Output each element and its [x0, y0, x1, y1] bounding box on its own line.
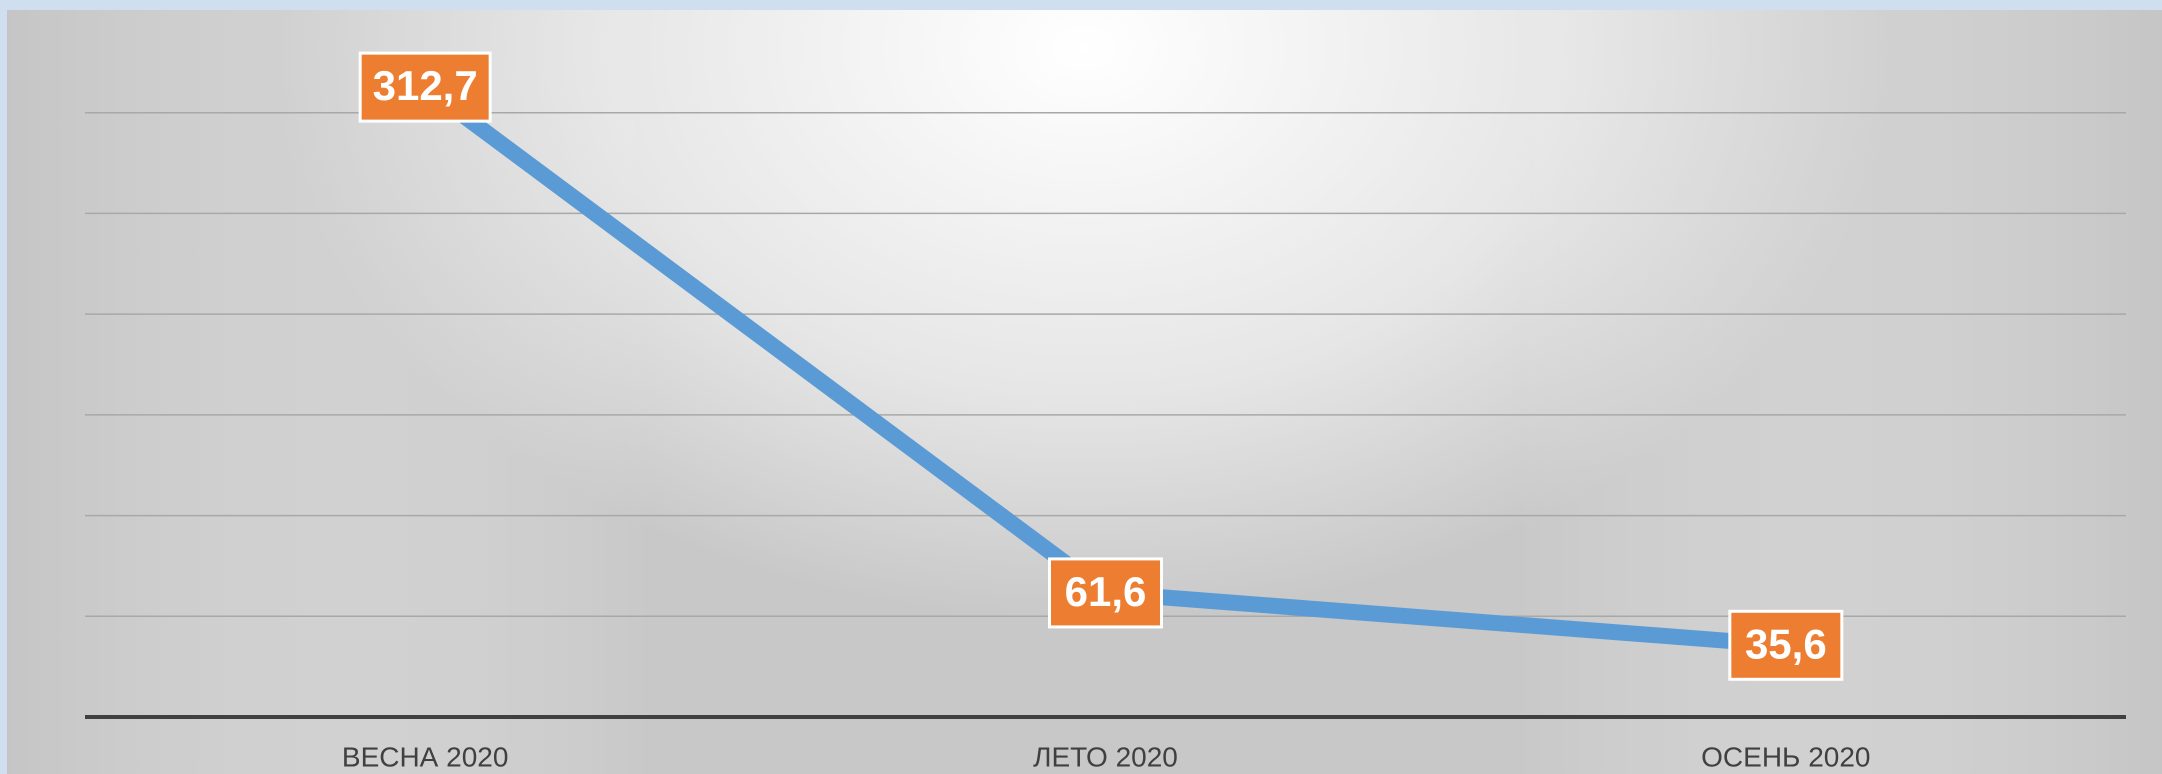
x-tick-label: ВЕСНА 2020	[342, 741, 509, 772]
data-label-box	[358, 51, 492, 123]
data-label: 312,7	[373, 62, 478, 109]
data-label: 61,6	[1065, 568, 1147, 615]
data-label-box	[1048, 557, 1163, 629]
x-tick-label: ОСЕНЬ 2020	[1701, 741, 1870, 772]
data-label: 35,6	[1745, 620, 1827, 667]
data-label-box	[1728, 609, 1844, 681]
x-tick-label: ЛЕТО 2020	[1033, 741, 1178, 772]
